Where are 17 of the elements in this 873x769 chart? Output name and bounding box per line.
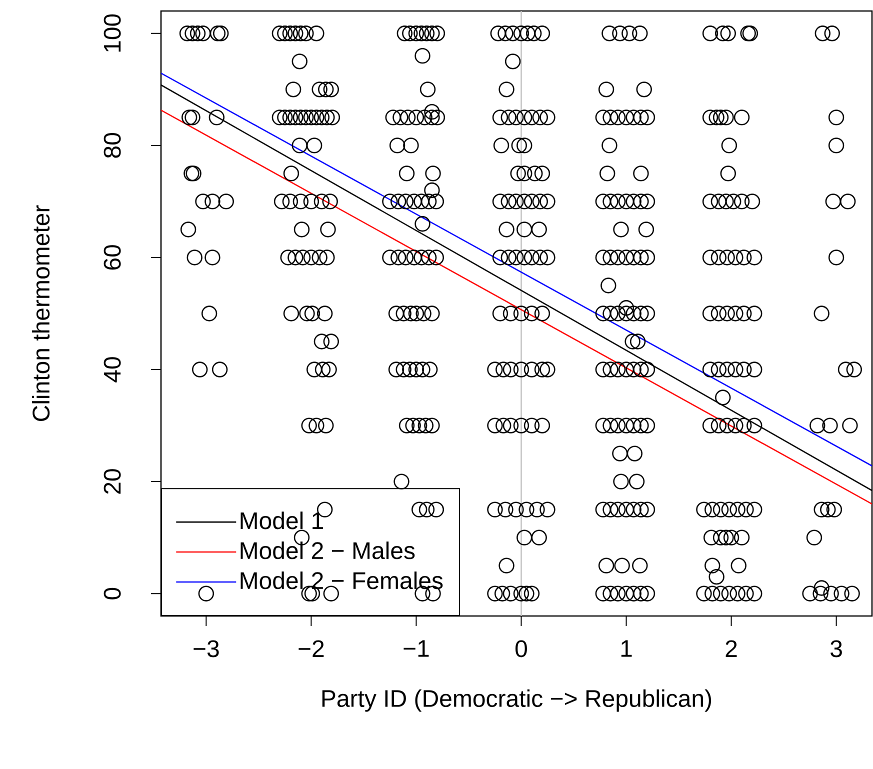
x-tick-label: 3: [830, 640, 842, 658]
y-tick-label: 0: [104, 588, 121, 600]
y-tick-label: 60: [104, 245, 121, 270]
legend-label: Model 1: [240, 512, 323, 530]
y-tick-label: 40: [104, 357, 121, 382]
legend-label: Model 2 − Males: [240, 542, 415, 560]
y-tick-label: 20: [104, 469, 121, 494]
y-tick-label: 100: [104, 14, 121, 52]
x-tick-label: 1: [621, 640, 632, 657]
x-tick-label: −2: [298, 640, 324, 657]
y-tick-label: 80: [104, 133, 121, 158]
x-tick-label: −3: [194, 640, 219, 658]
x-axis-title: Party ID (Democratic −> Republican): [322, 689, 712, 712]
y-axis-title: Clinton thermometer: [32, 205, 50, 421]
x-tick-label: −1: [404, 640, 429, 657]
x-tick-label: 2: [726, 640, 737, 657]
x-tick-label: 0: [515, 640, 527, 658]
